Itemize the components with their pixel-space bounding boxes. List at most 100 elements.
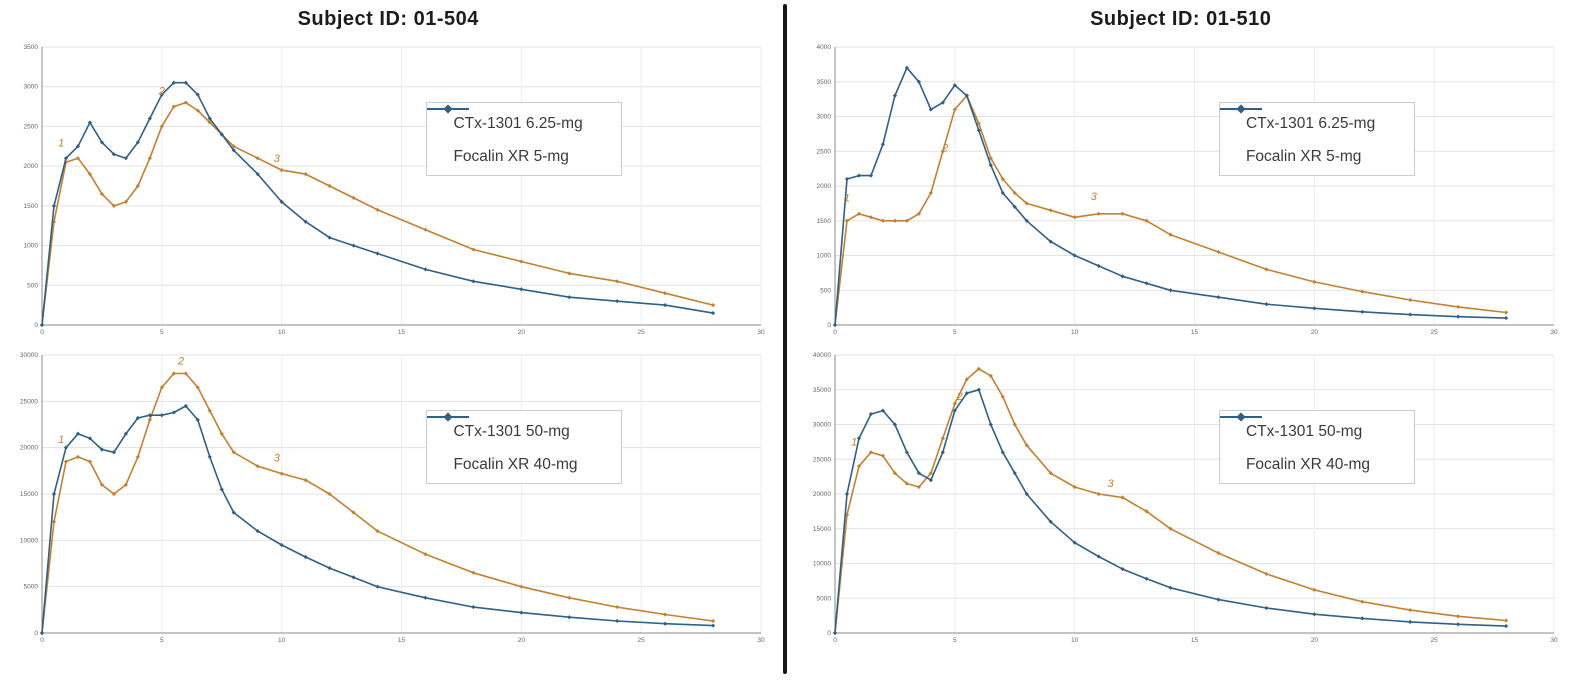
- dose-annotation: 2: [955, 391, 962, 403]
- svg-text:30: 30: [757, 637, 765, 644]
- subject-title-01-504: Subject ID: 01-504: [297, 8, 479, 30]
- subject-column-01-510: Subject ID: 01-510 0 500 1000 1500 2000 2500 3…: [799, 4, 1564, 674]
- dose-annotation: 2: [158, 86, 165, 98]
- dose-annotation: 1: [58, 434, 64, 446]
- svg-text:5: 5: [160, 637, 164, 644]
- legend-entry: Focalin XR 5-mg: [427, 104, 605, 165]
- legend-label: CTx-1301 50-mg: [1245, 422, 1363, 440]
- svg-text:20000: 20000: [812, 491, 830, 498]
- svg-text:3500: 3500: [816, 79, 831, 86]
- svg-text:2000: 2000: [24, 163, 39, 170]
- column-divider: [782, 4, 787, 674]
- legend-entry: CTx-1301 6.25-mg: [427, 104, 605, 132]
- svg-text:0: 0: [833, 637, 837, 644]
- svg-text:5000: 5000: [816, 595, 831, 602]
- legend-label: Focalin XR 5-mg: [1245, 147, 1362, 165]
- svg-text:2000: 2000: [816, 183, 831, 190]
- svg-text:35000: 35000: [812, 387, 830, 394]
- svg-text:10: 10: [278, 329, 286, 336]
- legend-entry: CTx-1301 6.25-mg: [1219, 104, 1398, 132]
- svg-text:15: 15: [398, 329, 406, 336]
- svg-text:10: 10: [1071, 329, 1079, 336]
- dose-annotation: 3: [274, 153, 281, 165]
- svg-text:3500: 3500: [24, 44, 39, 51]
- svg-text:30: 30: [757, 329, 765, 336]
- dose-annotation: 2: [177, 355, 184, 367]
- svg-text:20: 20: [1310, 637, 1318, 644]
- svg-text:1000: 1000: [24, 243, 39, 250]
- svg-text:20: 20: [518, 329, 526, 336]
- svg-text:0: 0: [833, 329, 837, 336]
- svg-text:5: 5: [953, 637, 957, 644]
- legend-label: CTx-1301 50-mg: [453, 422, 570, 440]
- svg-text:25000: 25000: [812, 456, 830, 463]
- subject-column-01-504: Subject ID: 01-504 0 500 1000 1500 2000 2500 3…: [6, 4, 771, 674]
- svg-text:4000: 4000: [816, 44, 831, 51]
- svg-text:25: 25: [638, 329, 646, 336]
- svg-text:500: 500: [27, 282, 38, 289]
- legend-label: CTx-1301 6.25-mg: [1245, 114, 1376, 132]
- legend-entry: CTx-1301 50-mg: [427, 412, 605, 440]
- svg-text:10000: 10000: [812, 561, 830, 568]
- svg-text:25: 25: [638, 637, 646, 644]
- legend-entry: Focalin XR 40-mg: [427, 412, 605, 473]
- svg-text:25000: 25000: [20, 398, 38, 405]
- svg-text:0: 0: [34, 630, 38, 637]
- chart-01-504-low-dose: 0 500 1000 1500 2000 2500 3000 3500 0 5 10 15 20 25 30…: [6, 37, 771, 345]
- svg-text:2500: 2500: [24, 123, 39, 130]
- svg-text:30000: 30000: [812, 422, 830, 429]
- legend-entry: Focalin XR 40-mg: [1219, 412, 1398, 473]
- chart-01-504-high-dose: 0 5000 10000 15000 20000 25000 30000 0 5 10 15 20 25…: [6, 345, 771, 653]
- legend-label: Focalin XR 40-mg: [453, 455, 578, 473]
- svg-text:20000: 20000: [20, 445, 38, 452]
- svg-text:25: 25: [1430, 637, 1438, 644]
- legend: CTx-1301 50-mg Focalin XR 40-mg: [1218, 409, 1415, 484]
- svg-text:5: 5: [160, 329, 164, 336]
- svg-text:30000: 30000: [20, 352, 38, 359]
- plot-svg: 0 500 1000 1500 2000 2500 3000 3500 0 5 10 15 20 25 30…: [24, 44, 765, 336]
- svg-text:1000: 1000: [816, 253, 831, 260]
- chart-01-510-low-dose: 0 500 1000 1500 2000 2500 3000 3500 4000 0 5 10 15 20…: [799, 37, 1564, 345]
- svg-text:25: 25: [1430, 329, 1438, 336]
- legend-entry: Focalin XR 5-mg: [1219, 104, 1398, 165]
- dose-annotation: 1: [843, 192, 849, 204]
- svg-text:10000: 10000: [20, 537, 38, 544]
- svg-text:3000: 3000: [816, 114, 831, 121]
- svg-text:15: 15: [1190, 329, 1198, 336]
- plot-svg: 0 5000 10000 15000 20000 25000 30000 0 5 10 15 20 25…: [20, 352, 765, 644]
- svg-text:0: 0: [34, 322, 38, 329]
- legend-label: CTx-1301 6.25-mg: [453, 114, 583, 132]
- svg-text:2500: 2500: [816, 148, 831, 155]
- svg-text:40000: 40000: [812, 352, 830, 359]
- dose-annotation: 3: [274, 453, 281, 465]
- svg-text:15000: 15000: [20, 491, 38, 498]
- legend-label: Focalin XR 40-mg: [1245, 455, 1371, 473]
- legend-label: Focalin XR 5-mg: [453, 147, 569, 165]
- svg-text:10: 10: [1071, 637, 1079, 644]
- svg-text:5000: 5000: [24, 584, 39, 591]
- dose-annotation: 3: [1107, 478, 1114, 490]
- dose-annotation: 2: [941, 142, 948, 154]
- svg-text:15: 15: [1190, 637, 1198, 644]
- svg-text:3000: 3000: [24, 84, 39, 91]
- svg-text:0: 0: [827, 322, 831, 329]
- svg-text:15000: 15000: [812, 526, 830, 533]
- svg-text:30: 30: [1550, 637, 1558, 644]
- legend-entry: CTx-1301 50-mg: [1219, 412, 1398, 440]
- plot-svg: 0 500 1000 1500 2000 2500 3000 3500 4000 0 5 10 15 20…: [816, 44, 1558, 336]
- svg-text:15: 15: [398, 637, 406, 644]
- svg-text:0: 0: [827, 630, 831, 637]
- legend: CTx-1301 6.25-mg Focalin XR 5-mg: [1218, 101, 1415, 176]
- svg-text:5: 5: [953, 329, 957, 336]
- legend: CTx-1301 6.25-mg Focalin XR 5-mg: [426, 101, 623, 176]
- dose-annotation: 1: [58, 137, 64, 149]
- svg-text:30: 30: [1550, 329, 1558, 336]
- svg-text:20: 20: [1310, 329, 1318, 336]
- chart-01-510-high-dose: 0 5000 10000 15000 20000 25000 30000 35000 40000…: [799, 345, 1564, 653]
- svg-text:20: 20: [518, 637, 526, 644]
- svg-text:0: 0: [40, 637, 44, 644]
- svg-text:10: 10: [278, 637, 286, 644]
- subject-title-01-510: Subject ID: 01-510: [1090, 8, 1272, 30]
- svg-text:500: 500: [820, 287, 831, 294]
